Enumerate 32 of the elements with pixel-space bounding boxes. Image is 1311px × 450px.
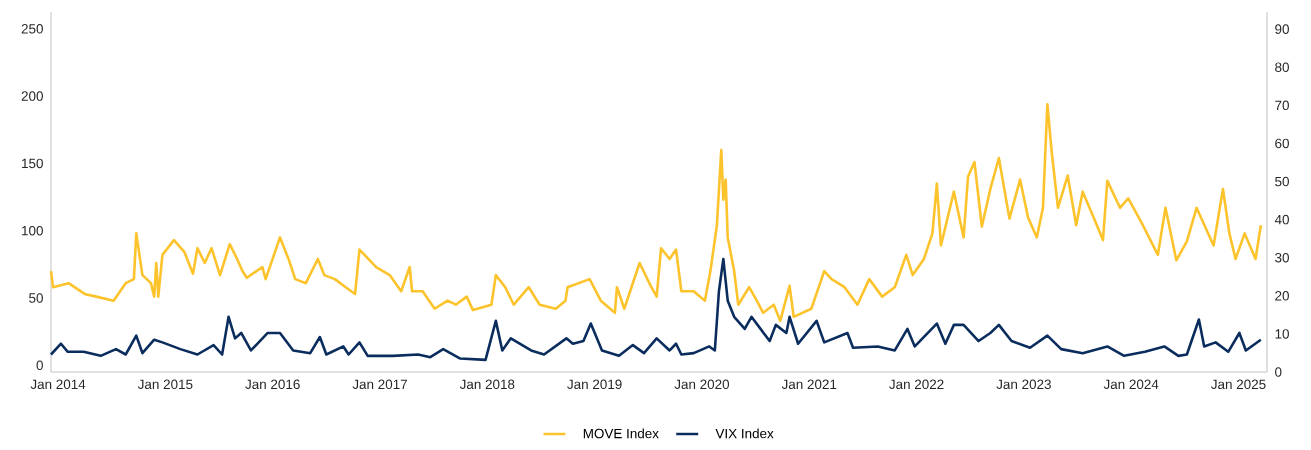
x-tick-label: Jan 2016 xyxy=(245,379,300,390)
x-tick-label: Jan 2019 xyxy=(567,379,622,390)
y2-tick-label: 90 xyxy=(1275,24,1289,34)
line-series xyxy=(49,102,1263,323)
x-tick-label: Jan 2018 xyxy=(459,379,515,390)
y2-tick-label: 70 xyxy=(1275,100,1289,111)
y2-tick-label: 40 xyxy=(1274,214,1289,225)
x-tick-label: Jan 2023 xyxy=(996,379,1051,390)
y-tick-label: 250 xyxy=(21,24,43,34)
x-tick-label: Jan 2017 xyxy=(352,379,407,390)
x-tick-label: Jan 2014 xyxy=(30,379,86,390)
y2-tick-label: 60 xyxy=(1275,138,1289,149)
legend-label: MOVE Index xyxy=(583,428,659,439)
legend-label: VIX Index xyxy=(715,428,774,439)
x-tick-label: Jan 2020 xyxy=(674,379,730,390)
y2-tick-label: 0 xyxy=(1275,367,1282,377)
y-tick-label: 150 xyxy=(22,158,43,169)
y-tick-label: 100 xyxy=(22,225,43,236)
line-series xyxy=(49,257,1263,362)
y-tick-label: 0 xyxy=(36,360,43,371)
x-tick-label: Jan 2022 xyxy=(889,379,944,390)
x-tick-label: Jan 2015 xyxy=(137,379,193,390)
y2-tick-label: 20 xyxy=(1275,291,1289,301)
x-tick-label: Jan 2025 xyxy=(1211,379,1266,390)
y2-tick-label: 80 xyxy=(1275,62,1289,72)
x-tick-label: Jan 2021 xyxy=(781,379,837,390)
y-tick-label: 200 xyxy=(21,91,43,101)
y2-tick-label: 50 xyxy=(1275,176,1289,187)
y-tick-label: 50 xyxy=(29,293,43,303)
y2-tick-label: 30 xyxy=(1275,252,1289,263)
x-tick-label: Jan 2024 xyxy=(1103,379,1159,390)
y2-tick-label: 10 xyxy=(1275,329,1289,339)
